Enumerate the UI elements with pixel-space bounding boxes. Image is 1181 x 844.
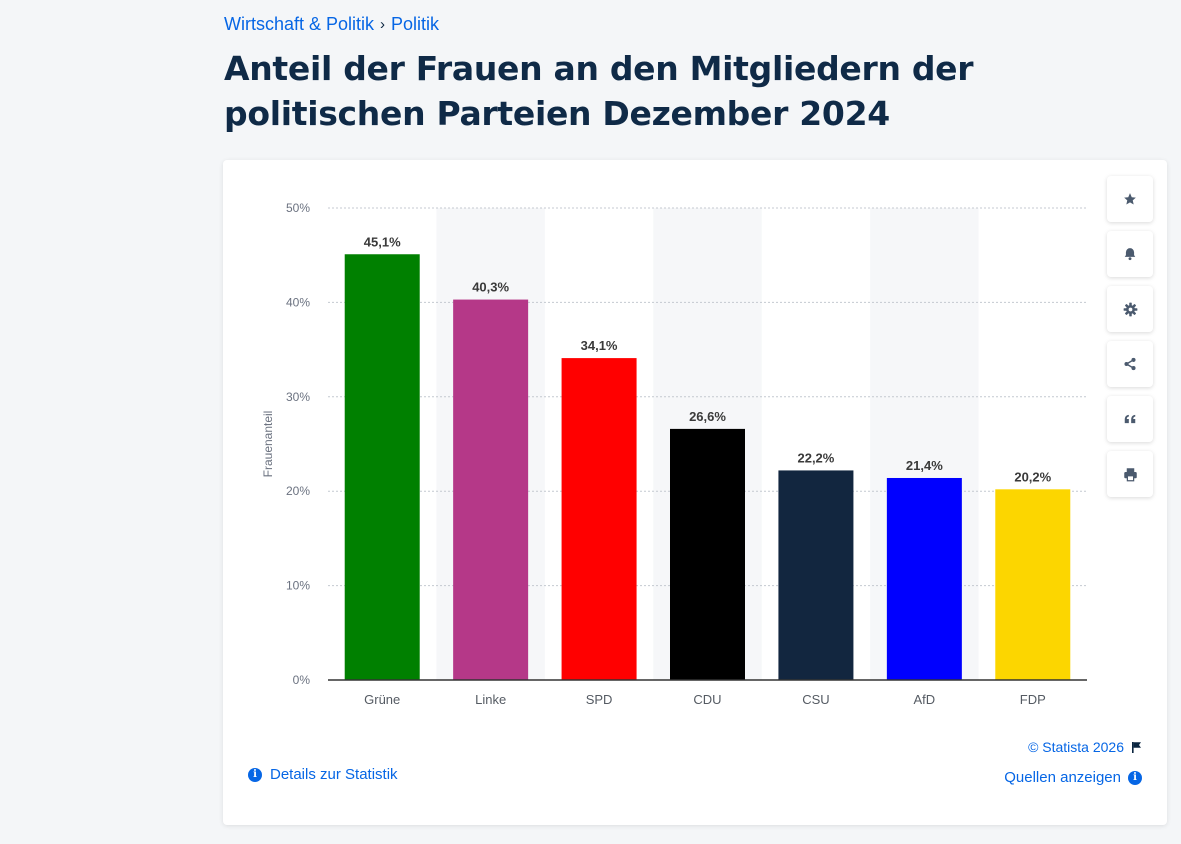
data-label: 34,1% xyxy=(581,338,618,353)
data-label: 20,2% xyxy=(1014,469,1051,484)
bar xyxy=(344,254,420,681)
sources-link[interactable]: Quellen anzeigen i xyxy=(1004,769,1142,786)
breadcrumb-separator: › xyxy=(380,16,386,33)
y-tick-label: 20% xyxy=(286,484,310,498)
x-tick-label: CSU xyxy=(802,692,829,707)
chart-card: 0% 10% 20% 30% 40% 50% Frauenanteil 45,1% Grüne 4… xyxy=(223,160,1167,825)
quote-icon xyxy=(1124,414,1136,424)
flag-icon[interactable] xyxy=(1131,741,1142,753)
bar xyxy=(995,489,1071,680)
data-label: 21,4% xyxy=(906,458,943,473)
bell-icon xyxy=(1124,248,1136,261)
x-tick-label: FDP xyxy=(1020,692,1046,707)
breadcrumb: Wirtschaft & Politik › Politik xyxy=(224,14,439,35)
bar-chart: 0% 10% 20% 30% 40% 50% Frauenanteil 45,1% Grüne 4… xyxy=(261,201,1087,707)
copyright-text: © Statista 2026 xyxy=(1028,739,1124,755)
notification-button[interactable] xyxy=(1107,231,1153,277)
info-icon: i xyxy=(248,767,262,782)
info-icon: i xyxy=(1128,770,1142,785)
x-tick-label: SPD xyxy=(586,692,613,707)
y-tick-label: 50% xyxy=(286,201,310,215)
settings-button[interactable] xyxy=(1107,286,1153,332)
breadcrumb-link-wirtschaft[interactable]: Wirtschaft & Politik xyxy=(224,14,375,34)
sources-label: Quellen anzeigen xyxy=(1004,769,1121,786)
share-button[interactable] xyxy=(1107,341,1153,387)
x-tick-label: Grüne xyxy=(364,692,400,707)
copyright: © Statista 2026 xyxy=(1028,739,1142,755)
page-title: Anteil der Frauen an den Mitgliedern der… xyxy=(224,49,974,133)
bar xyxy=(453,299,529,680)
data-label: 26,6% xyxy=(689,409,726,424)
favorite-button[interactable] xyxy=(1107,176,1153,222)
chart-toolbar xyxy=(1107,176,1153,497)
data-label: 40,3% xyxy=(472,280,509,295)
y-tick-label: 40% xyxy=(286,295,310,309)
breadcrumb-link-politik[interactable]: Politik xyxy=(391,14,440,34)
y-tick-label: 30% xyxy=(286,390,310,404)
share-icon xyxy=(1124,357,1136,371)
print-icon xyxy=(1123,467,1137,481)
y-tick-label: 10% xyxy=(286,579,310,593)
data-label: 22,2% xyxy=(797,450,834,465)
data-label: 45,1% xyxy=(364,234,401,249)
details-label: Details zur Statistik xyxy=(270,766,398,783)
details-link[interactable]: i Details zur Statistik xyxy=(248,766,398,783)
bar xyxy=(670,428,745,680)
bar xyxy=(886,477,962,680)
x-tick-label: CDU xyxy=(693,692,721,707)
y-tick-label: 0% xyxy=(293,673,311,687)
x-tick-label: AfD xyxy=(914,692,936,707)
bar xyxy=(778,470,854,680)
cite-button[interactable] xyxy=(1107,396,1153,442)
gear-icon xyxy=(1123,302,1137,316)
y-axis-label: Frauenanteil xyxy=(261,411,275,478)
print-button[interactable] xyxy=(1107,451,1153,497)
x-tick-label: Linke xyxy=(475,692,506,707)
star-icon xyxy=(1124,193,1136,205)
bar xyxy=(561,358,637,680)
